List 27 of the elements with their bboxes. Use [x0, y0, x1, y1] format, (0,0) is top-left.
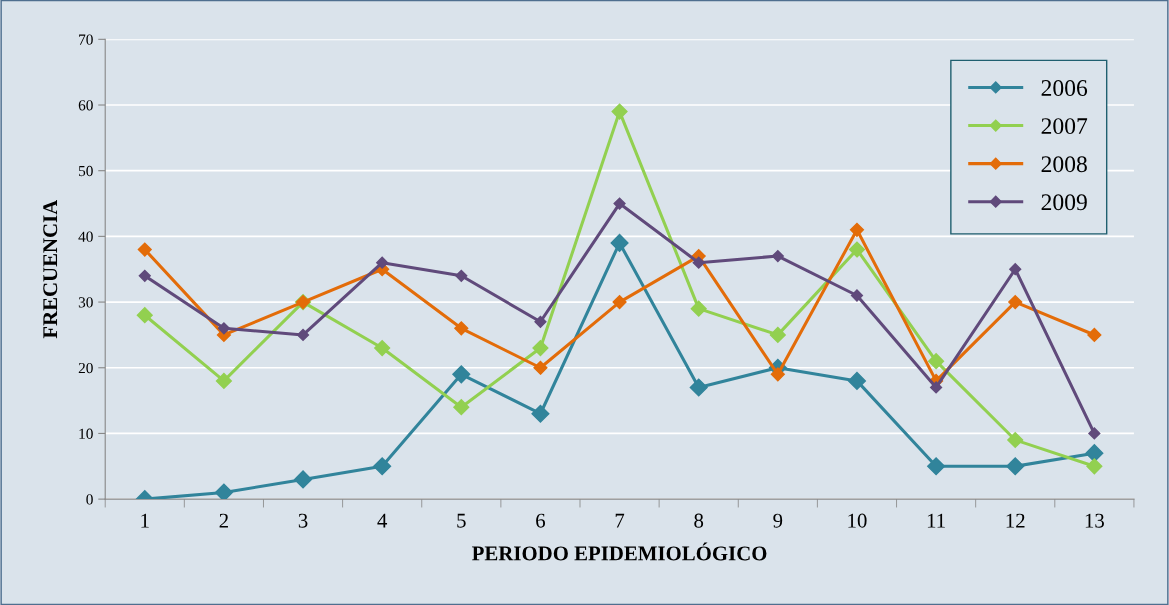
y-tick-label: 20 [78, 362, 93, 374]
y-tick-label: 50 [79, 165, 93, 177]
x-tick-label: 6 [536, 513, 546, 528]
x-tick-label: 2 [219, 513, 228, 528]
y-tick-label: 70 [79, 34, 93, 45]
x-tick-label: 1 [141, 513, 149, 528]
x-axis-title: PERIODO EPIDEMIOLÓGICO [472, 542, 767, 561]
y-tick-label: 0 [86, 494, 93, 505]
y-tick-label: 40 [78, 231, 93, 242]
y-tick-label: 30 [78, 297, 93, 308]
y-axis-title: FRECUENCIA [43, 199, 58, 339]
y-tick-label: 10 [79, 428, 93, 439]
x-tick-label: 8 [694, 513, 704, 528]
legend-label: 2009 [1041, 194, 1087, 211]
x-tick-label: 3 [298, 513, 308, 528]
x-tick-label: 5 [457, 513, 466, 528]
x-tick-label: 9 [773, 513, 783, 528]
y-tick-label: 60 [78, 100, 93, 111]
x-tick-label: 11 [927, 513, 945, 528]
x-tick-label: 7 [615, 513, 625, 528]
x-tick-label: 12 [1006, 513, 1025, 528]
x-tick-label: 13 [1085, 513, 1104, 528]
legend-label: 2006 [1041, 80, 1088, 96]
legend-label: 2007 [1041, 118, 1088, 135]
x-tick-label: 4 [377, 513, 388, 528]
x-tick-label: 10 [848, 513, 867, 528]
legend-label: 2008 [1041, 156, 1087, 173]
